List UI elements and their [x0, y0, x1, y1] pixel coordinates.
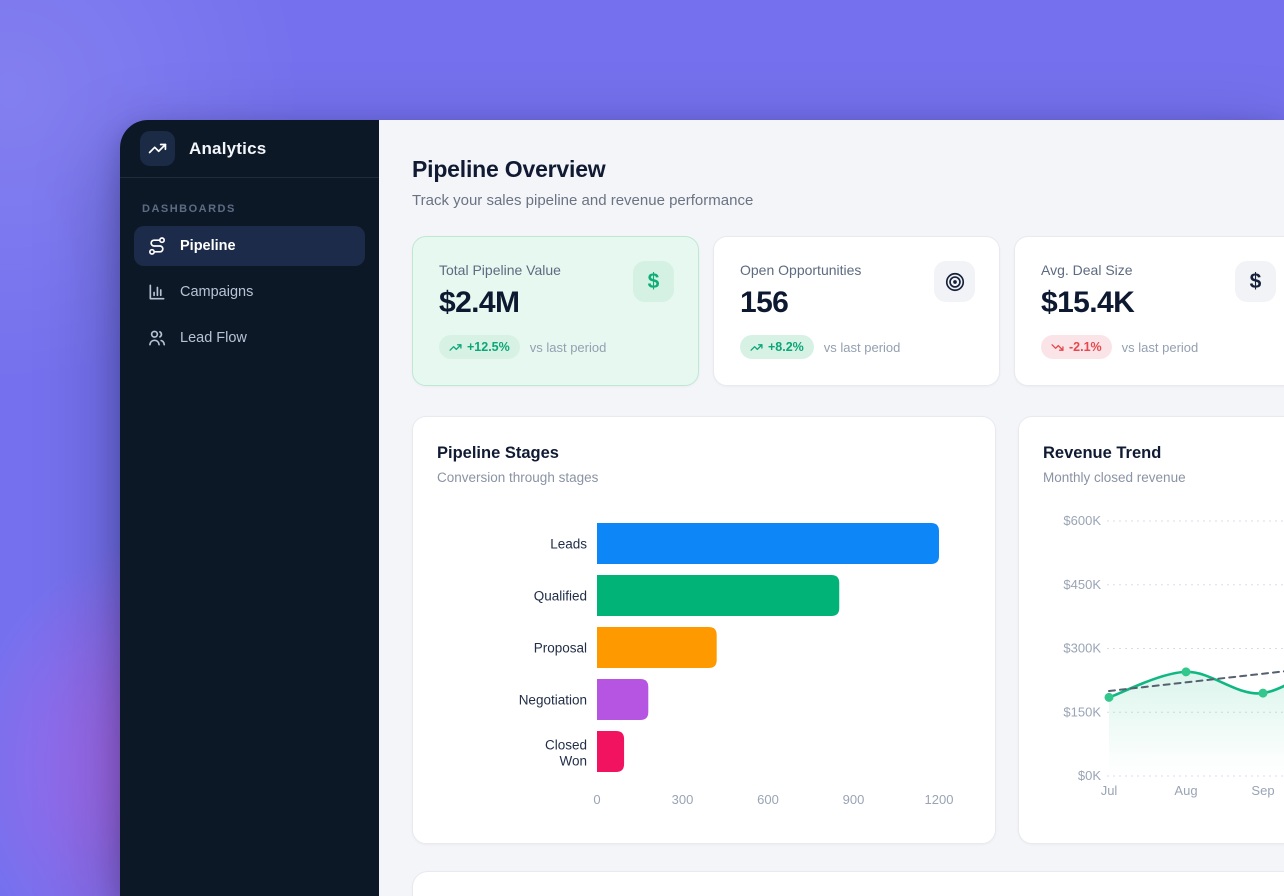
chart-title: Revenue Trend — [1043, 444, 1162, 462]
kpi-value: 156 — [740, 286, 789, 319]
target-icon — [934, 261, 975, 302]
svg-text:Jul: Jul — [1101, 783, 1118, 798]
kpi-note: vs last period — [1121, 339, 1199, 355]
svg-text:$150K: $150K — [1063, 704, 1101, 719]
chart-title: Pipeline Stages — [437, 444, 559, 462]
route-icon — [147, 236, 167, 256]
svg-text:Proposal: Proposal — [534, 641, 587, 656]
kpi-value: $15.4K — [1041, 286, 1135, 319]
sidebar-item-pipeline[interactable]: Pipeline — [134, 226, 365, 266]
delta-badge: -2.1% — [1041, 335, 1112, 359]
sidebar-section-label: DASHBOARDS — [142, 203, 236, 215]
trending-down-icon — [1051, 343, 1064, 351]
trending-up-icon — [148, 139, 167, 158]
svg-text:Qualified: Qualified — [534, 589, 587, 604]
kpi-note: vs last period — [529, 339, 607, 355]
sidebar-nav: Pipeline Campaigns Lead Flow — [120, 226, 379, 364]
kpi-label: Total Pipeline Value — [439, 262, 561, 278]
delta-badge: +12.5% — [439, 335, 520, 359]
sidebar-item-lead-flow[interactable]: Lead Flow — [134, 318, 365, 358]
svg-text:Negotiation: Negotiation — [519, 693, 587, 708]
dollar-icon: $ — [1235, 261, 1276, 302]
bottom-card-partial — [412, 871, 1284, 896]
svg-text:300: 300 — [672, 792, 694, 807]
svg-text:$450K: $450K — [1063, 577, 1101, 592]
kpi-card-open-opportunities: Open Opportunities 156 +8.2% vs last per… — [713, 236, 1000, 386]
pipeline-stages-bar-chart: Leads Qualified Proposal Negotiation Closed W… — [519, 523, 954, 807]
trending-up-icon — [449, 343, 462, 351]
svg-text:Sep: Sep — [1251, 783, 1274, 798]
app-window: Analytics DASHBOARDS Pipeline Campaigns — [120, 120, 1284, 896]
app-logo — [140, 131, 175, 166]
svg-text:$600K: $600K — [1063, 513, 1101, 528]
main-content: Pipeline Overview Track your sales pipel… — [379, 120, 1284, 896]
trending-up-icon — [750, 343, 763, 351]
svg-text:$300K: $300K — [1063, 641, 1101, 656]
brand-name: Analytics — [189, 138, 267, 158]
svg-text:0: 0 — [593, 792, 600, 807]
users-icon — [147, 328, 167, 348]
kpi-label: Open Opportunities — [740, 262, 862, 278]
page-subtitle: Track your sales pipeline and revenue pe… — [412, 192, 754, 209]
charts-row: Pipeline Stages Conversion through stage… — [412, 416, 1284, 844]
sidebar: Analytics DASHBOARDS Pipeline Campaigns — [120, 120, 379, 896]
kpi-card-avg-deal-size: Avg. Deal Size $15.4K -2.1% vs last peri… — [1014, 236, 1284, 386]
chart-subtitle: Monthly closed revenue — [1043, 470, 1186, 485]
kpi-label: Avg. Deal Size — [1041, 262, 1133, 278]
kpi-card-total-pipeline-value: Total Pipeline Value $2.4M +12.5% vs las… — [412, 236, 699, 386]
chart-subtitle: Conversion through stages — [437, 470, 599, 485]
svg-text:$0K: $0K — [1078, 768, 1101, 783]
svg-text:Aug: Aug — [1174, 783, 1197, 798]
kpi-note: vs last period — [823, 339, 901, 355]
revenue-trend-line-chart: $0K $150K $300K $450K $600K Jul Aug Sep — [1063, 513, 1284, 798]
revenue-trend-card: Revenue Trend Monthly closed revenue $0K… — [1018, 416, 1284, 844]
sidebar-item-campaigns[interactable]: Campaigns — [134, 272, 365, 312]
page-title: Pipeline Overview — [412, 156, 606, 182]
sidebar-item-label: Lead Flow — [180, 330, 247, 346]
svg-text:900: 900 — [843, 792, 865, 807]
svg-text:Leads: Leads — [550, 537, 587, 552]
svg-text:600: 600 — [757, 792, 779, 807]
pipeline-stages-card: Pipeline Stages Conversion through stage… — [412, 416, 996, 844]
sidebar-item-label: Campaigns — [180, 284, 254, 300]
svg-text:1200: 1200 — [925, 792, 954, 807]
kpi-row: Total Pipeline Value $2.4M +12.5% vs las… — [412, 236, 1284, 386]
kpi-value: $2.4M — [439, 286, 520, 319]
dollar-icon: $ — [633, 261, 674, 302]
bar-chart-icon — [147, 282, 167, 302]
delta-badge: +8.2% — [740, 335, 814, 359]
brand-header: Analytics — [120, 120, 379, 178]
sidebar-item-label: Pipeline — [180, 238, 236, 254]
